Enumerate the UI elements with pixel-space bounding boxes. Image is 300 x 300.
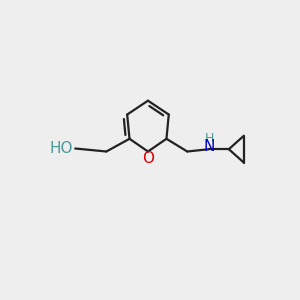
Text: H: H [205, 132, 214, 145]
Text: HO: HO [50, 141, 73, 156]
Text: O: O [142, 151, 154, 166]
Text: N: N [203, 139, 215, 154]
